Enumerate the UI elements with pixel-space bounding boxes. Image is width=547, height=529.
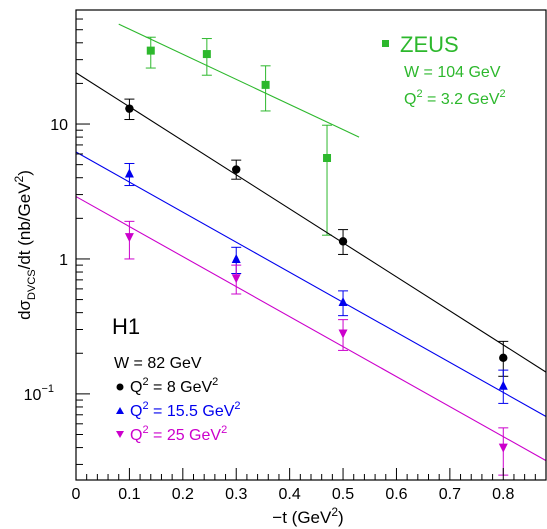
legend-zeus-marker [382, 40, 389, 47]
marker-q2_25-2 [338, 329, 348, 339]
series-layer [75, 23, 547, 476]
legend-zeus-w: W = 104 GeV [404, 64, 501, 81]
y-tick-label-2: 10−1 [24, 383, 54, 404]
series-q2_15_5 [75, 151, 547, 417]
legend-zeus-label: ZEUS [400, 32, 459, 57]
marker-zeus-2 [261, 80, 270, 89]
marker-q2_8-0 [125, 104, 134, 113]
marker-q2_25-1 [231, 274, 241, 284]
x-tick-label-3: 0.3 [225, 486, 247, 503]
fit-line-q2_25 [75, 196, 547, 462]
marker-zeus-3 [323, 154, 332, 163]
legend-zeus-q2: Q2 = 3.2 GeV2 [404, 88, 506, 108]
fit-line-q2_8 [75, 72, 547, 373]
x-axis-title: −t (GeV2) [272, 505, 343, 527]
fit-line-zeus [118, 23, 360, 138]
x-tick-label-7: 0.7 [439, 486, 461, 503]
legend-h1-label: H1 [112, 314, 140, 339]
legend-h1: H1 W = 82 GeV Q2 = 8 GeV2 Q2 = 15.5 GeV2… [112, 314, 241, 444]
marker-q2_15_5-1 [231, 253, 241, 263]
series-q2_25 [75, 196, 547, 476]
legend-h1-w: W = 82 GeV [114, 355, 202, 372]
y-tick-label-0: 10 [50, 117, 68, 134]
fit-line-q2_15_5 [75, 151, 547, 417]
legend-h1-q2-15-5-marker [116, 407, 124, 414]
legend-h1-q2-15-5: Q2 = 15.5 GeV2 [130, 400, 241, 420]
x-tick-label-6: 0.6 [385, 486, 407, 503]
tick-layer: 0 0.1 0.2 0.3 0.4 0.5 0.6 0.7 0.8 10 1 10−1 [24, 9, 536, 503]
legend-zeus: ZEUS W = 104 GeV Q2 = 3.2 GeV2 [382, 32, 506, 108]
marker-zeus-0 [146, 46, 155, 55]
marker-q2_8-3 [499, 353, 508, 363]
y-axis-title: dσDVCS/dt (nb/GeV2) [12, 170, 38, 320]
x-tick-label-0: 0 [72, 486, 81, 503]
marker-q2_25-0 [124, 233, 134, 243]
marker-q2_8-2 [338, 237, 348, 246]
legend-h1-q2-8: Q2 = 8 GeV2 [130, 376, 218, 396]
x-tick-label-4: 0.4 [279, 486, 301, 503]
x-tick-label-1: 0.1 [118, 486, 140, 503]
x-tick-label-5: 0.5 [332, 486, 354, 503]
marker-q2_15_5-2 [338, 296, 348, 306]
series-q2_8 [75, 72, 547, 377]
marker-q2_15_5-3 [498, 380, 508, 390]
legend-h1-q2-25-marker [116, 431, 124, 438]
x-tick-label-2: 0.2 [172, 486, 194, 503]
legend-h1-q2-25: Q2 = 25 GeV2 [130, 424, 227, 444]
marker-q2_8-1 [232, 165, 241, 174]
x-tick-label-8: 0.8 [492, 486, 514, 503]
y-tick-label-1: 1 [59, 252, 68, 269]
legend-h1-q2-8-marker [116, 383, 124, 391]
series-zeus [118, 23, 360, 236]
marker-zeus-1 [202, 50, 211, 59]
marker-q2_15_5-0 [124, 168, 134, 178]
marker-q2_25-3 [498, 443, 508, 453]
